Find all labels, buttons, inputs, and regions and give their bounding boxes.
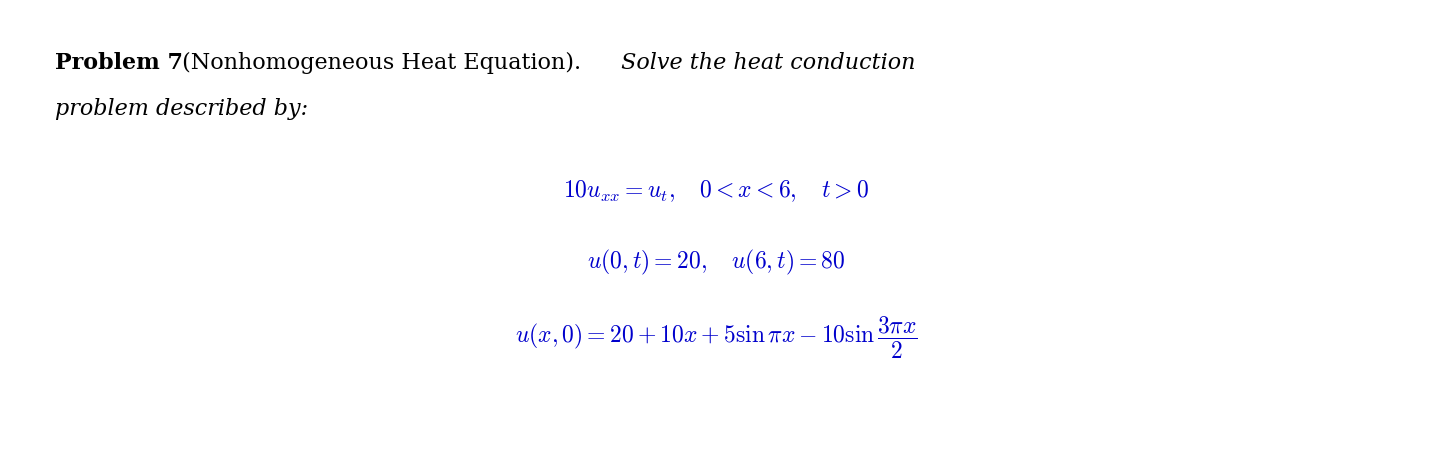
Text: Problem 7: Problem 7 [54, 52, 183, 74]
Text: $u(x,0) = 20 + 10x + 5\sin\pi x - 10\sin\dfrac{3\pi x}{2}$: $u(x,0) = 20 + 10x + 5\sin\pi x - 10\sin… [514, 315, 918, 361]
Text: problem described by:: problem described by: [54, 98, 308, 120]
Text: $u(0,t) = 20, \quad u(6,t) = 80$: $u(0,t) = 20, \quad u(6,t) = 80$ [587, 248, 845, 277]
Text: $10u_{xx} = u_t, \quad 0 < x < 6, \quad t > 0$: $10u_{xx} = u_t, \quad 0 < x < 6, \quad … [563, 178, 869, 204]
Text: (Nonhomogeneous Heat Equation).: (Nonhomogeneous Heat Equation). [175, 52, 581, 74]
Text: Solve the heat conduction: Solve the heat conduction [604, 52, 915, 74]
